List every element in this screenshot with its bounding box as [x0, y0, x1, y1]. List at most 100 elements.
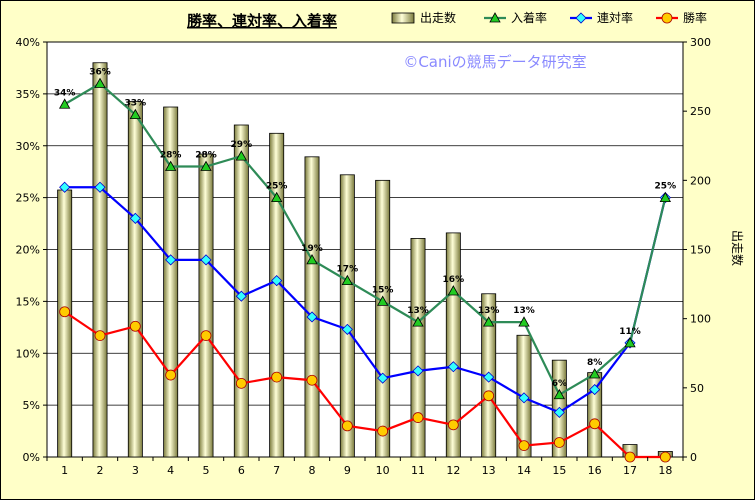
right-tick-label: 300 — [690, 36, 711, 49]
legend-label: 出走数 — [420, 10, 456, 25]
diamond-marker — [235, 290, 247, 302]
data-label: 11% — [619, 327, 641, 337]
circle-marker — [412, 412, 424, 423]
circle-marker — [377, 425, 389, 437]
diamond-marker — [377, 372, 389, 384]
x-tick-label: 2 — [97, 464, 104, 477]
left-tick-label: 40% — [16, 36, 40, 49]
right-tick-label: 50 — [690, 382, 704, 395]
bar — [198, 153, 214, 458]
chart-title: 勝率、連対率、入着率 — [187, 12, 337, 30]
x-tick-label: 7 — [273, 464, 280, 477]
left-tick-label: 10% — [16, 347, 40, 360]
diamond-marker — [341, 323, 353, 335]
diamond-marker — [59, 181, 71, 193]
circle-marker — [129, 320, 141, 332]
triangle-marker — [235, 150, 248, 161]
triangle-marker — [489, 12, 501, 23]
left-tick-label: 5% — [23, 399, 40, 412]
x-tick-label: 13 — [482, 464, 496, 477]
x-tick-label: 5 — [203, 464, 210, 477]
data-labels: 34% 36% 33% 28% 28% 29% 25% 19% 17% 15% 13% 16% 13% 1… — [54, 68, 676, 389]
data-label: 13% — [513, 306, 535, 316]
right-tick-label: 150 — [690, 244, 711, 257]
bar — [410, 238, 426, 458]
left-tick-label: 25% — [16, 192, 40, 205]
legend-swatch — [391, 12, 415, 24]
bar — [127, 101, 143, 458]
data-label: 8% — [587, 358, 602, 368]
data-label: 13% — [478, 306, 500, 316]
circle-marker — [589, 418, 601, 430]
diamond-marker — [553, 406, 565, 418]
left-tick-label: 0% — [23, 451, 40, 464]
x-tick-label: 10 — [376, 464, 390, 477]
line-series — [58, 77, 672, 463]
bar — [339, 174, 355, 458]
triangle-marker — [58, 98, 71, 109]
data-label: 19% — [301, 244, 323, 254]
x-tick-label: 4 — [167, 464, 174, 477]
bar — [304, 156, 320, 458]
triangle-marker — [624, 337, 636, 348]
triangle-marker — [129, 108, 142, 120]
bar — [445, 232, 461, 458]
data-label: 6% — [552, 379, 567, 389]
x-tick-label: 3 — [132, 464, 139, 477]
data-label: 17% — [337, 265, 359, 275]
triangle-marker — [376, 295, 389, 306]
gridlines — [47, 93, 683, 406]
triangle-marker — [270, 191, 283, 203]
data-label: 16% — [443, 275, 465, 285]
series-triangle — [58, 77, 672, 400]
bar — [92, 62, 108, 458]
data-label: 33% — [125, 99, 147, 109]
triangle-marker — [94, 77, 106, 88]
data-label: 36% — [89, 68, 111, 78]
circle-marker — [59, 306, 71, 318]
right-tick-label: 0 — [690, 451, 697, 464]
watermark: ©Caniの競馬データ研究室 — [403, 53, 586, 71]
circle-marker — [518, 440, 530, 451]
diamond-marker — [129, 212, 141, 224]
x-tick-label: 1 — [61, 464, 68, 477]
x-tick-label: 17 — [623, 464, 637, 477]
x-tick-label: 15 — [552, 464, 566, 477]
triangle-marker — [412, 316, 424, 327]
circle-marker — [483, 390, 495, 402]
triangle-marker — [553, 388, 566, 400]
data-label: 13% — [407, 306, 429, 316]
triangle-marker — [588, 368, 601, 379]
left-tick-label: 15% — [16, 295, 40, 308]
data-label: 25% — [655, 182, 677, 192]
diamond-marker — [575, 12, 587, 24]
circle-marker — [271, 371, 283, 383]
triangle-marker — [341, 274, 354, 286]
x-tick-label: 16 — [588, 464, 602, 477]
circle-marker — [624, 451, 636, 463]
diamond-marker — [94, 181, 106, 193]
x-tick-label: 18 — [658, 464, 672, 477]
data-label: 29% — [231, 140, 253, 150]
diamond-marker — [306, 311, 318, 323]
left-tick-label: 30% — [16, 140, 40, 153]
diamond-marker — [412, 365, 424, 377]
triangle-marker — [200, 160, 212, 171]
bar — [57, 189, 73, 458]
circle-marker — [661, 12, 673, 24]
data-label: 25% — [266, 182, 288, 192]
legend-label: 勝率 — [683, 10, 707, 25]
diamond-marker — [447, 361, 459, 373]
right-tick-label: 250 — [690, 105, 711, 118]
diamond-marker — [589, 383, 601, 396]
x-tick-label: 8 — [309, 464, 316, 477]
circle-marker — [553, 437, 565, 448]
triangle-marker — [306, 254, 318, 265]
x-tick-label: 14 — [517, 464, 531, 477]
legend-label: 連対率 — [597, 10, 633, 25]
right-axis-label: 出走数 — [730, 230, 745, 266]
x-tick-label: 6 — [238, 464, 245, 477]
triangle-marker — [482, 316, 495, 327]
